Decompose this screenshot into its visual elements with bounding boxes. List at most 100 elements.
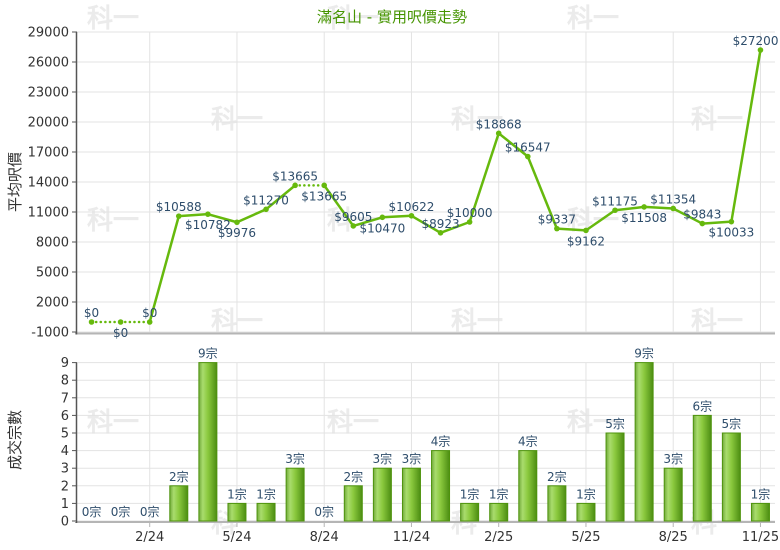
price-point-label: $10033 — [708, 226, 754, 240]
y-tick-label: 5 — [61, 427, 69, 442]
price-line-segment — [585, 209, 616, 232]
volume-bar — [198, 362, 218, 522]
volume-bar-label: 5宗 — [722, 416, 742, 431]
price-point-label: $0 — [113, 326, 128, 340]
volume-bar-label: 4宗 — [431, 434, 451, 449]
price-point-marker — [728, 218, 735, 225]
price-line-segment — [352, 216, 383, 228]
watermark-text: 科一 — [87, 4, 139, 34]
volume-bar-label: 1宗 — [751, 486, 771, 501]
volume-bar-label: 2宗 — [343, 469, 363, 484]
price-point-marker — [495, 130, 502, 137]
price-point-marker — [641, 204, 647, 210]
price-point-label: $10782 — [185, 218, 231, 232]
volume-bar — [460, 502, 480, 522]
volume-bar-label: 1宗 — [256, 486, 276, 501]
volume-bar-label: 3宗 — [373, 451, 393, 466]
price-line-segment — [526, 156, 559, 230]
watermark-text: 科一 — [87, 206, 139, 236]
price-point-marker — [554, 225, 560, 232]
volume-bar-label: 0宗 — [140, 504, 160, 519]
volume-bar — [431, 450, 451, 522]
price-point-marker — [350, 223, 357, 229]
price-line-segment — [207, 212, 238, 224]
volume-bar — [576, 502, 596, 522]
price-point-marker — [146, 319, 153, 325]
price-point-marker — [670, 205, 677, 212]
volume-bar-label: 4宗 — [518, 434, 538, 449]
price-point-label: $13665 — [301, 189, 347, 203]
volume-bar-label: 2宗 — [169, 469, 189, 484]
y-tick-label: 23000 — [28, 86, 69, 101]
price-line-segment — [468, 132, 500, 223]
price-point-marker — [757, 47, 764, 53]
x-axis-label: 8/24 — [310, 530, 339, 545]
y-tick-label: 7 — [61, 391, 69, 406]
watermark-text: 科一 — [327, 4, 379, 34]
price-point-marker — [699, 220, 706, 227]
y-tick-label: 5000 — [36, 266, 69, 281]
volume-bar-label: 1宗 — [576, 486, 596, 501]
volume-bar — [634, 362, 654, 522]
y-tick-label: 4 — [61, 444, 69, 459]
price-line-segment — [178, 212, 208, 218]
volume-bar — [663, 467, 683, 522]
price-point-label: $9162 — [567, 234, 605, 248]
volume-bar-label: 1宗 — [460, 486, 480, 501]
price-point-marker — [437, 229, 444, 236]
price-line-segment — [410, 214, 442, 234]
price-line-segment — [556, 227, 587, 232]
price-point-label: $11175 — [592, 194, 638, 208]
y-tick-label: 0 — [61, 515, 69, 530]
watermark-text: 科一 — [451, 105, 503, 135]
price-point-label: $16547 — [505, 141, 551, 155]
volume-bar-label: 9宗 — [634, 346, 654, 361]
price-point-marker — [175, 213, 182, 219]
volume-bar-label: 5宗 — [605, 416, 625, 431]
y-tick-label: 29000 — [28, 26, 69, 41]
price-point-marker — [466, 219, 473, 225]
price-point-label: $9337 — [538, 213, 576, 227]
price-point-label: $10000 — [447, 206, 493, 220]
watermark-text: 科一 — [567, 4, 619, 34]
y-tick-label: 20000 — [28, 116, 69, 131]
price-point-label: $11354 — [650, 192, 696, 206]
volume-bar — [401, 467, 421, 522]
x-axis-label: 11/25 — [742, 530, 779, 545]
price-point-marker — [379, 214, 386, 221]
y-tick-label: 26000 — [28, 56, 69, 71]
price-point-marker — [117, 319, 124, 325]
volume-bar-label: 1宗 — [227, 486, 247, 501]
volume-y-axis-title: 成交宗數 — [6, 410, 24, 470]
price-point-label: $9605 — [334, 210, 372, 224]
volume-bar — [489, 502, 509, 522]
y-tick-label: 6 — [61, 409, 69, 424]
price-line-segment — [644, 205, 674, 210]
volume-bar-label: 3宗 — [663, 451, 683, 466]
price-point-marker — [292, 182, 298, 189]
price-point-marker — [234, 219, 240, 226]
price-line-segment — [440, 220, 471, 234]
volume-bar-label: 0宗 — [111, 504, 131, 519]
y-tick-label: 17000 — [28, 146, 69, 161]
price-point-marker — [88, 319, 95, 325]
y-tick-label: 2000 — [36, 296, 69, 311]
price-point-marker — [583, 227, 589, 234]
price-point-marker — [263, 206, 269, 213]
x-axis-label: 5/24 — [222, 530, 251, 545]
volume-bar-label: 3宗 — [285, 451, 305, 466]
volume-bar-label: 2宗 — [547, 469, 567, 484]
volume-bar-label: 6宗 — [692, 398, 712, 413]
volume-bar — [372, 467, 392, 522]
price-point-label: $9843 — [683, 208, 721, 222]
x-axis-label: 5/25 — [571, 530, 600, 545]
volume-bar-label: 3宗 — [402, 451, 422, 466]
y-tick-label: 3 — [61, 462, 69, 477]
watermark-text: 科一 — [691, 105, 743, 135]
volume-bar-label: 0宗 — [314, 504, 334, 519]
chart-title: 滿名山 - 實用呎價走勢 — [317, 8, 467, 26]
volume-bar — [343, 485, 363, 522]
volume-bar — [285, 467, 305, 522]
